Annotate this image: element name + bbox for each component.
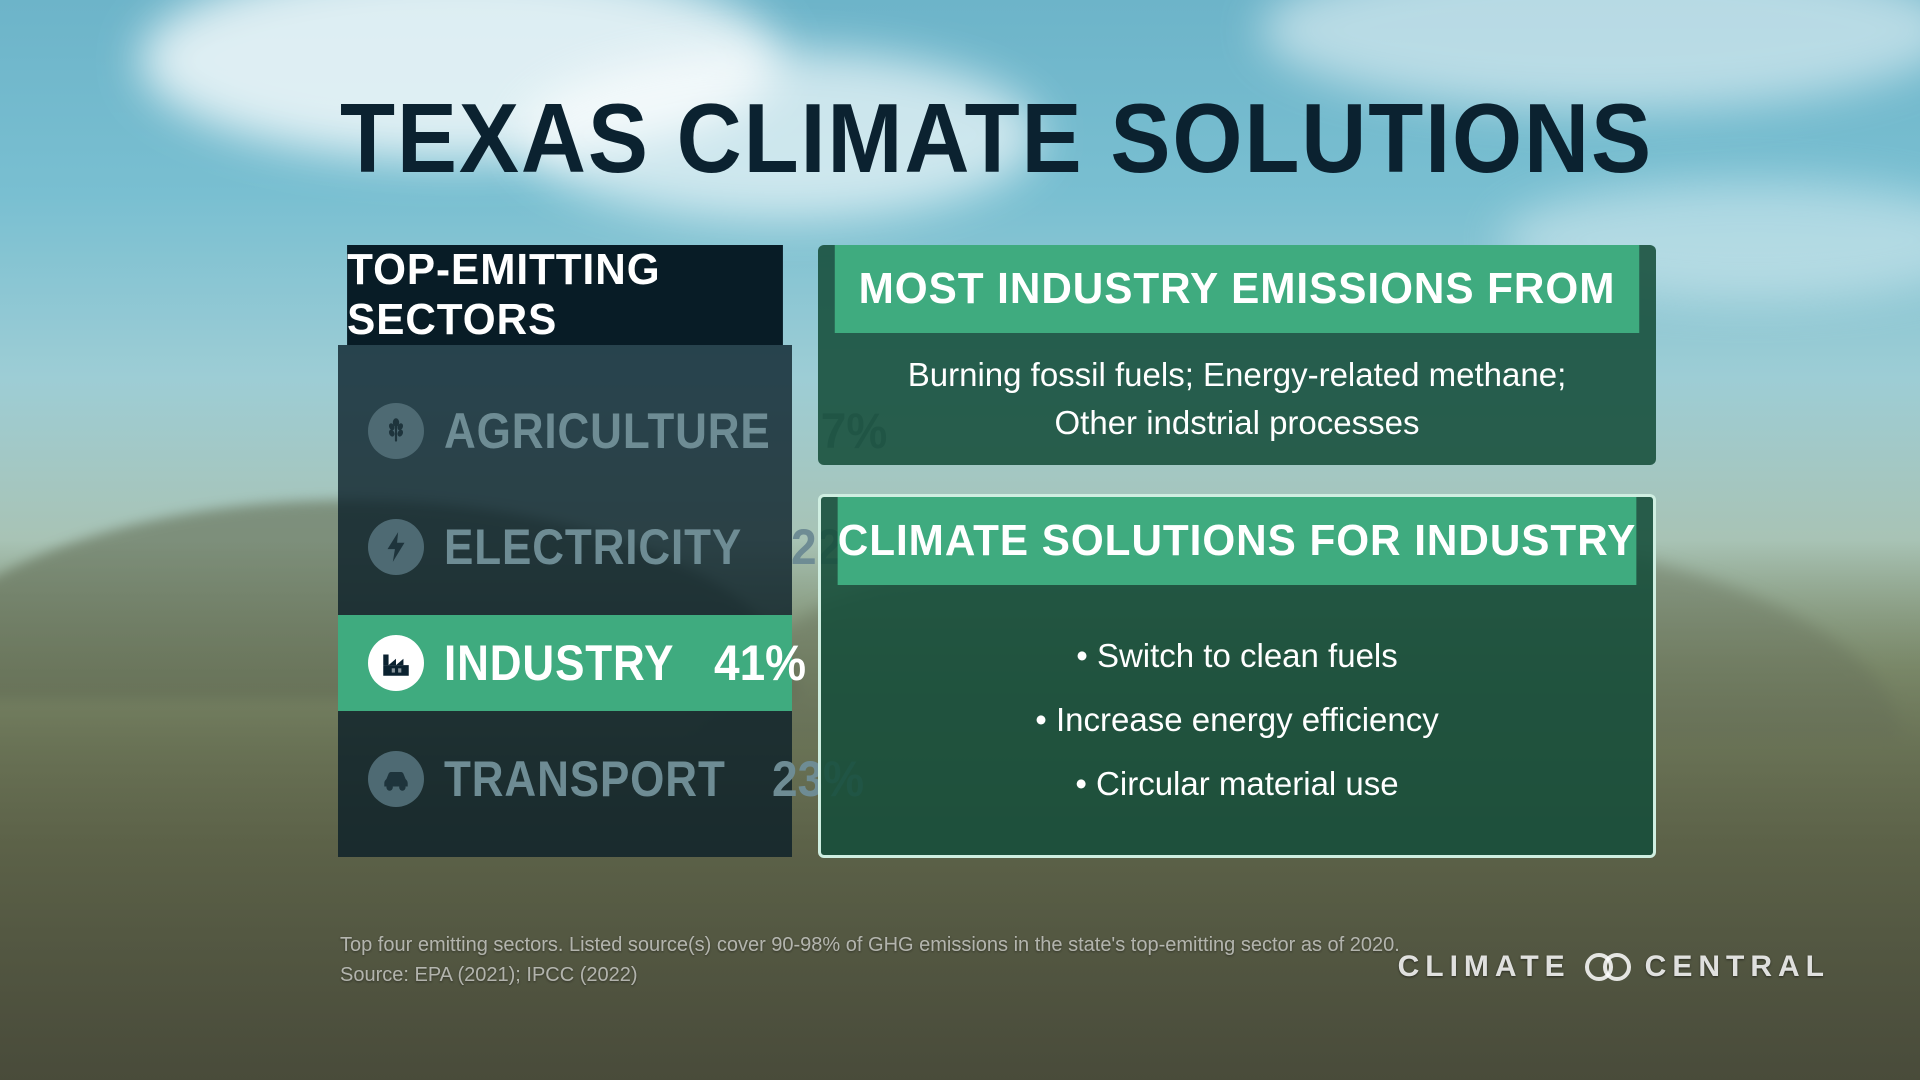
sector-row-agriculture: AGRICULTURE7% — [338, 383, 792, 479]
solution-bullet: • Switch to clean fuels — [871, 632, 1603, 680]
solutions-card-header: CLIMATE SOLUTIONS FOR INDUSTRY — [838, 497, 1637, 585]
footnote: Top four emitting sectors. Listed source… — [340, 930, 1400, 990]
solution-bullet: • Circular material use — [871, 760, 1603, 808]
sector-row-transport: TRANSPORT23% — [338, 731, 792, 827]
car-icon — [368, 751, 424, 807]
sector-row-electricity: ELECTRICITY22% — [338, 499, 792, 595]
sector-label: ELECTRICITY — [444, 518, 742, 576]
sector-percent: 41% — [714, 634, 806, 692]
brand-left: CLIMATE — [1398, 950, 1571, 984]
solutions-card: CLIMATE SOLUTIONS FOR INDUSTRY • Switch … — [818, 494, 1656, 858]
brand-logo: CLIMATE CENTRAL — [1398, 950, 1830, 984]
emissions-card-body: Burning fossil fuels; Energy-related met… — [818, 333, 1656, 465]
sectors-panel-body: AGRICULTURE7% ELECTRICITY22% INDUSTRY41% TR… — [338, 345, 792, 857]
emissions-line: Other indstrial processes — [868, 399, 1606, 447]
sectors-panel-header: TOP-EMITTING SECTORS — [347, 245, 783, 345]
sector-label: INDUSTRY — [444, 634, 674, 692]
sector-label: AGRICULTURE — [444, 402, 771, 460]
bolt-icon — [368, 519, 424, 575]
footnote-line: Source: EPA (2021); IPCC (2022) — [340, 960, 1400, 990]
solution-bullet: • Increase energy efficiency — [871, 696, 1603, 744]
emissions-card: MOST INDUSTRY EMISSIONS FROM Burning fos… — [818, 245, 1656, 465]
footnote-line: Top four emitting sectors. Listed source… — [340, 930, 1400, 960]
infographic-stage: TEXAS CLIMATE SOLUTIONS TOP-EMITTING SEC… — [0, 0, 1920, 1080]
page-title: TEXAS CLIMATE SOLUTIONS — [340, 82, 1653, 195]
factory-icon — [368, 635, 424, 691]
sector-row-industry: INDUSTRY41% — [338, 615, 792, 711]
sectors-panel: TOP-EMITTING SECTORS AGRICULTURE7% ELECTR… — [338, 245, 792, 857]
emissions-line: Burning fossil fuels; Energy-related met… — [868, 351, 1606, 399]
solutions-card-body: • Switch to clean fuels • Increase energy… — [821, 585, 1653, 855]
brand-rings-icon — [1585, 953, 1631, 981]
sector-label: TRANSPORT — [444, 750, 726, 808]
brand-right: CENTRAL — [1645, 950, 1830, 984]
emissions-card-header: MOST INDUSTRY EMISSIONS FROM — [835, 245, 1639, 333]
wheat-icon — [368, 403, 424, 459]
